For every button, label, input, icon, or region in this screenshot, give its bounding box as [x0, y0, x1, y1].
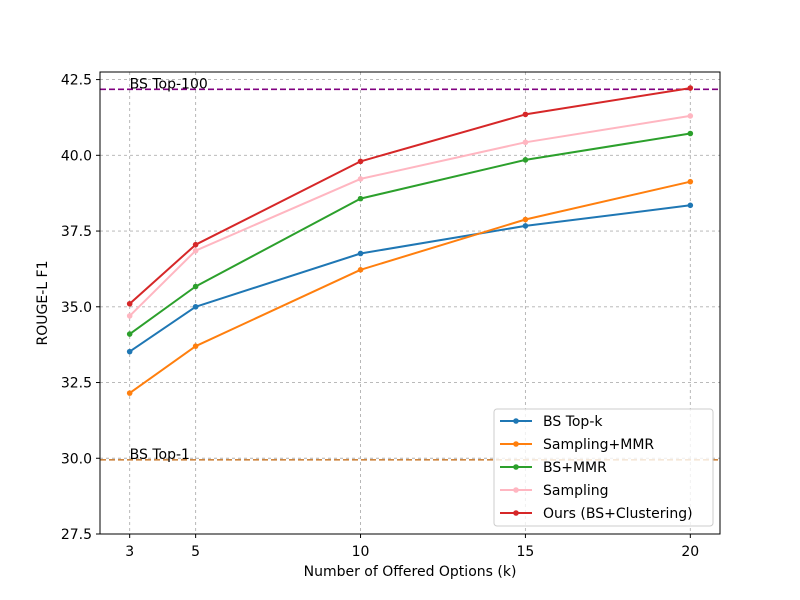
data-point — [357, 250, 364, 257]
data-point — [687, 113, 694, 119]
legend-box — [493, 408, 714, 527]
y-tick-label: 32.5 — [61, 376, 92, 392]
legend-entry-label: BS Top-k — [543, 414, 603, 430]
data-point — [192, 303, 199, 310]
data-point — [522, 111, 529, 118]
data-point — [126, 300, 133, 307]
x-tick-label: 5 — [191, 544, 200, 560]
legend-swatch-marker — [513, 510, 519, 516]
data-point — [192, 247, 199, 254]
data-point — [192, 343, 199, 349]
x-tick-label: 3 — [125, 544, 134, 560]
data-point — [357, 267, 364, 273]
data-point — [687, 130, 694, 137]
legend-swatch-marker — [513, 487, 519, 493]
data-point — [357, 176, 364, 182]
legend-swatch-marker — [513, 441, 519, 447]
y-tick-label: 30.0 — [61, 451, 92, 467]
data-point — [522, 139, 529, 146]
data-point — [192, 241, 199, 248]
x-axis: 3 5 10 15 20 — [125, 534, 699, 560]
data-point — [522, 157, 529, 163]
reference-lines: BS Top-100 BS Top-1 — [100, 76, 720, 463]
x-tick-label: 20 — [681, 544, 699, 560]
y-tick-label: 42.5 — [61, 73, 92, 89]
x-tick-label: 15 — [517, 544, 535, 560]
data-point — [687, 178, 694, 185]
legend-entry-label: BS+MMR — [543, 460, 607, 476]
legend-entry-label: Ours (BS+Clustering) — [543, 506, 693, 522]
data-point — [687, 85, 694, 91]
series-layer — [126, 85, 694, 396]
reference-line-label: BS Top-1 — [130, 447, 190, 463]
data-point — [357, 195, 364, 202]
series-group — [126, 85, 694, 307]
y-tick-label: 37.5 — [61, 224, 92, 240]
data-point — [522, 223, 529, 229]
legend-swatch-marker — [513, 464, 519, 470]
data-point — [522, 216, 529, 223]
x-tick-label: 10 — [352, 544, 370, 560]
reference-line-label: BS Top-100 — [130, 76, 208, 92]
series-group — [126, 113, 694, 319]
plot-frame — [99, 71, 721, 535]
data-point — [687, 202, 694, 209]
data-point — [126, 390, 133, 396]
data-point — [126, 313, 133, 319]
y-tick-label: 40.0 — [61, 148, 92, 164]
y-axis: 27.5 30.0 32.5 35.0 37.5 40.0 42.5 — [61, 73, 100, 543]
legend-swatch-marker — [513, 418, 519, 424]
y-tick-label: 35.0 — [61, 300, 92, 316]
y-tick-label: 27.5 — [61, 527, 92, 543]
legend: BS Top-k Sampling+MMR BS+MMR Sampling Ours (… — [493, 408, 714, 527]
legend-entry-label: Sampling+MMR — [543, 437, 654, 453]
data-point — [126, 331, 133, 337]
series-group — [126, 178, 694, 396]
legend-entry-label: Sampling — [543, 483, 609, 499]
series-group — [126, 130, 694, 337]
data-point — [126, 348, 133, 355]
x-axis-title: Number of Offered Options (k) — [304, 564, 517, 580]
series-group — [126, 202, 694, 355]
y-axis-title: ROUGE-L F1 — [35, 261, 51, 346]
data-point — [357, 158, 364, 165]
data-point — [192, 283, 199, 290]
